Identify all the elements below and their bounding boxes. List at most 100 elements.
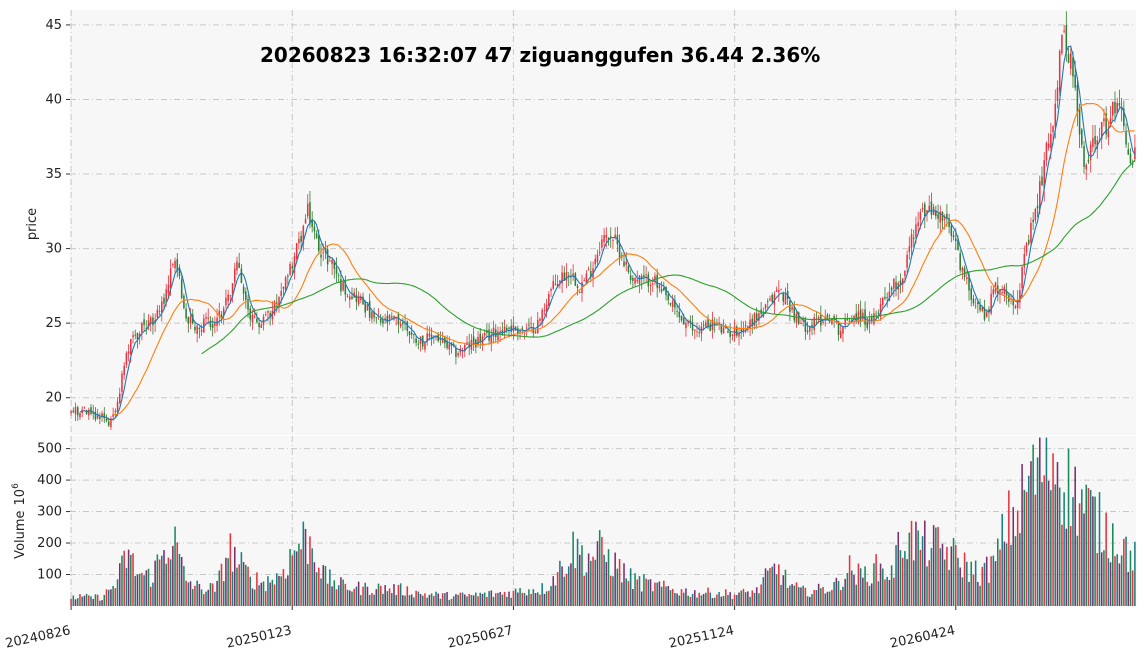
candle-body [1039, 181, 1041, 210]
volume-bar [784, 569, 787, 606]
volume-bar [282, 569, 285, 606]
candle-body [331, 260, 333, 265]
candle-body [552, 280, 555, 289]
candle-body [654, 275, 656, 281]
candle-body [187, 317, 190, 324]
candle-body [256, 318, 258, 323]
volume-bar [116, 579, 119, 606]
candle-body [101, 413, 103, 418]
volume-bar [295, 551, 298, 606]
candle-body [691, 322, 694, 331]
volume-bar [904, 551, 906, 606]
volume-bar [315, 572, 318, 606]
volume-bar [895, 545, 897, 606]
candle-body [287, 275, 289, 277]
volume-bar [773, 563, 776, 606]
volume-bar [926, 566, 928, 606]
candle-body [561, 272, 563, 284]
price-panel-bg [70, 10, 1136, 435]
candle-body [366, 304, 369, 311]
candle-body [211, 324, 214, 328]
volume-bar [835, 577, 838, 606]
volume-bar [253, 589, 256, 606]
candle-body [1112, 101, 1114, 116]
candle-body [928, 205, 930, 212]
volume-bar [632, 588, 634, 606]
candle-body [1032, 219, 1034, 223]
candle-body [251, 314, 254, 323]
volume-bar [718, 592, 720, 606]
candle-body [954, 238, 957, 242]
volume-bar [636, 579, 639, 606]
volume-bar [587, 553, 590, 606]
volume-bar [1023, 489, 1026, 606]
volume-bar [939, 548, 942, 606]
candle-body [147, 320, 150, 328]
volume-bar [351, 591, 353, 606]
volume-bar [446, 592, 448, 606]
volume-bar [1123, 538, 1125, 606]
volume-bar [242, 562, 245, 606]
volume-bar [618, 559, 621, 606]
candle-body [884, 296, 886, 299]
volume-bar [985, 556, 988, 606]
candle-body [1107, 131, 1110, 138]
volume-bar [769, 568, 771, 606]
candle-body [145, 328, 148, 330]
candle-body [828, 321, 831, 323]
volume-bar [214, 591, 216, 606]
candle-body [355, 294, 358, 302]
volume-bar [209, 582, 212, 606]
volume-bar [932, 525, 935, 606]
candle-body [161, 301, 163, 313]
candle-body [1001, 292, 1003, 294]
volume-bar [1109, 562, 1112, 606]
volume-bar [298, 543, 300, 606]
candle-body [974, 305, 977, 307]
candle-body [141, 322, 143, 333]
volume-bar [755, 587, 758, 606]
volume-bar [499, 592, 501, 606]
volume-bar [543, 593, 546, 606]
volume-bar [561, 566, 563, 606]
volume-bar [101, 600, 103, 606]
candle-body [455, 347, 457, 357]
candle-body [134, 334, 137, 336]
candle-body [753, 313, 756, 326]
candle-body [981, 307, 984, 311]
volume-bar [1047, 480, 1050, 606]
candle-body [687, 321, 689, 324]
candle-body [1078, 107, 1081, 135]
candle-body [623, 261, 625, 267]
candle-body [329, 260, 331, 262]
candle-body [587, 269, 590, 271]
candle-body [1134, 147, 1136, 160]
volume-bar [966, 561, 968, 606]
candle-body [278, 297, 280, 308]
volume-bar [583, 575, 585, 606]
candle-body [545, 304, 548, 312]
volume-bar [1041, 482, 1043, 606]
candle-body [990, 293, 992, 314]
candle-body [112, 414, 114, 417]
volume-bar [1076, 535, 1079, 606]
volume-bar [163, 550, 165, 606]
candle-body [180, 279, 183, 298]
candle-body [634, 277, 636, 284]
volume-bar [105, 589, 108, 606]
volume-bar [621, 582, 623, 606]
candle-body [665, 286, 667, 296]
volume-bar [667, 585, 670, 606]
candle-body [780, 289, 782, 291]
volume-bar [149, 586, 152, 606]
candle-body [740, 329, 743, 332]
candle-body [260, 324, 263, 328]
candle-body [1025, 243, 1028, 253]
candle-body [468, 342, 470, 348]
candle-body [727, 331, 729, 333]
volume-bar [924, 520, 926, 606]
volume-bar [815, 590, 818, 606]
volume-bar [857, 563, 860, 606]
candle-body [915, 224, 917, 238]
candle-body [979, 305, 981, 311]
